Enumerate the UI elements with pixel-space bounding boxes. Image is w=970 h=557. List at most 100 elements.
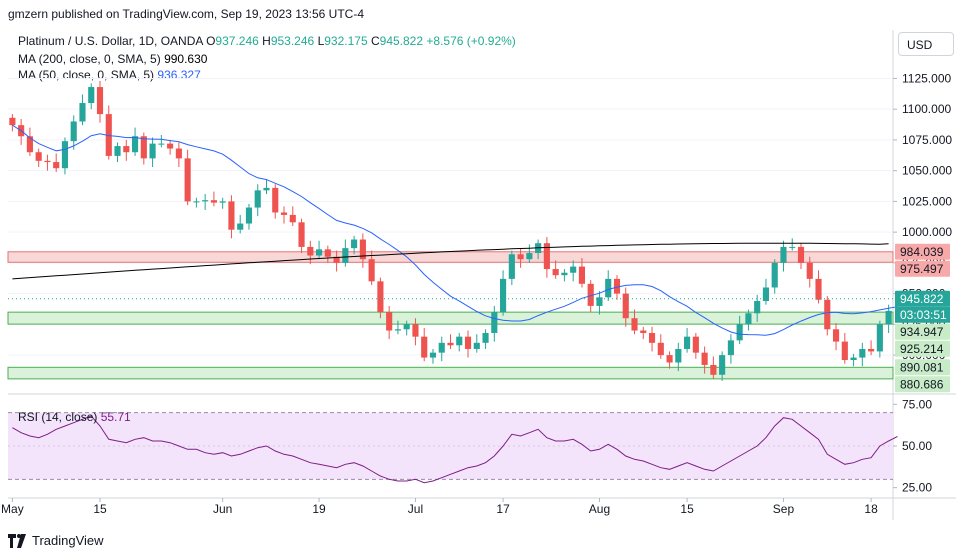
rsi-tick-label: 25.00 bbox=[902, 481, 932, 495]
rsi-value: 55.71 bbox=[100, 410, 131, 424]
level-label-bg bbox=[895, 376, 950, 393]
time-tick-label: 19 bbox=[312, 502, 326, 516]
zones bbox=[7, 251, 894, 380]
currency-button[interactable]: USD bbox=[898, 32, 954, 56]
candle-body bbox=[114, 146, 121, 156]
published-header: gmzern published on TradingView.com, Sep… bbox=[8, 7, 364, 21]
time-tick-label: Aug bbox=[589, 502, 610, 516]
candle-body bbox=[447, 342, 454, 346]
high-value: 953.246 bbox=[270, 34, 315, 48]
rsi-legend: RSI (14, close) 55.71 bbox=[18, 410, 131, 424]
candle-body bbox=[648, 332, 656, 343]
high-label: H bbox=[262, 34, 271, 48]
candle-body bbox=[175, 148, 182, 159]
countdown-label: 03:03:51 bbox=[900, 308, 947, 322]
change-value: +8.576 (+0.92%) bbox=[426, 34, 516, 48]
level-label-bg bbox=[895, 323, 950, 340]
price-tick-label: 1000.000 bbox=[902, 225, 952, 239]
support-zone bbox=[7, 311, 894, 325]
price-axis: 1125.000 1100.000 1075.000 1050.000 1025.000… bbox=[893, 71, 952, 393]
time-tick-label: 18 bbox=[864, 502, 878, 516]
candle-body bbox=[44, 160, 51, 163]
level-label: 984.039 bbox=[900, 245, 944, 259]
candle-body bbox=[386, 312, 393, 331]
symbol-name: Platinum / U.S. Dollar, 1D, OANDA bbox=[18, 34, 203, 48]
price-tick-label: 1050.000 bbox=[902, 164, 952, 178]
moving-averages bbox=[8, 124, 898, 336]
candle-body bbox=[429, 352, 437, 358]
candle-body bbox=[245, 207, 253, 224]
candle-body bbox=[105, 114, 112, 156]
candle-body bbox=[622, 293, 629, 319]
candle-body bbox=[377, 281, 384, 313]
price-tick-label: 1100.000 bbox=[902, 102, 951, 116]
countdown-label-bg bbox=[895, 306, 950, 323]
candle-body bbox=[491, 312, 498, 333]
candle-body bbox=[88, 87, 95, 104]
rsi-tick-label: 50.00 bbox=[902, 439, 932, 453]
support-zone-2 bbox=[7, 366, 894, 380]
candle-body bbox=[438, 342, 445, 353]
candle-body bbox=[850, 357, 857, 361]
candle-body bbox=[745, 313, 752, 325]
low-value: 932.175 bbox=[324, 34, 368, 48]
candle-body bbox=[806, 262, 813, 279]
price-tick-label: 1075.000 bbox=[902, 133, 952, 147]
symbol-legend: Platinum / U.S. Dollar, 1D, OANDA O937.2… bbox=[18, 34, 516, 48]
candle-body bbox=[263, 187, 270, 191]
candle-body bbox=[666, 355, 673, 363]
close-value: 945.822 bbox=[379, 34, 424, 48]
candle-body bbox=[771, 262, 778, 288]
candle-body bbox=[140, 136, 147, 159]
candle-body bbox=[657, 342, 664, 356]
open-value: 937.246 bbox=[215, 34, 259, 48]
rsi-band bbox=[8, 412, 893, 480]
time-tick-label: 17 bbox=[496, 502, 510, 516]
candle-body bbox=[280, 212, 288, 215]
candle-body bbox=[254, 190, 261, 208]
candle-body bbox=[351, 239, 358, 249]
candle-body bbox=[587, 283, 594, 306]
candle-body bbox=[70, 121, 77, 142]
candle-body bbox=[675, 348, 682, 363]
candle-body bbox=[640, 330, 647, 333]
candle-body bbox=[578, 266, 586, 284]
candle-body bbox=[298, 222, 305, 247]
candle-body bbox=[272, 187, 279, 213]
candle-body bbox=[762, 287, 770, 302]
time-tick-label: Jul bbox=[408, 502, 423, 516]
candle-body bbox=[841, 341, 848, 361]
time-tick-label: Sep bbox=[773, 502, 795, 516]
level-label: 934.947 bbox=[900, 325, 944, 339]
level-label-bg bbox=[895, 243, 950, 260]
candle-body bbox=[289, 214, 296, 223]
candle-body bbox=[701, 352, 708, 365]
candle-body bbox=[53, 162, 60, 169]
candle-body bbox=[184, 158, 191, 202]
candle-body bbox=[789, 246, 796, 248]
candle-body bbox=[9, 117, 16, 126]
rsi-tick-label: 75.00 bbox=[902, 397, 932, 411]
candle-body bbox=[482, 332, 489, 343]
candle-body bbox=[219, 201, 226, 203]
ma200-label: MA (200, close, 0, SMA, 5) bbox=[18, 52, 161, 66]
candle-body bbox=[526, 253, 533, 260]
candle-body bbox=[561, 272, 568, 276]
candle-body bbox=[859, 348, 866, 358]
candle-body bbox=[684, 336, 691, 349]
candle-body bbox=[876, 324, 883, 352]
candle-body bbox=[421, 336, 428, 358]
candle-body bbox=[131, 136, 139, 153]
candle-body bbox=[210, 200, 217, 203]
level-label-bg bbox=[895, 290, 950, 307]
level-label: 945.822 bbox=[900, 292, 944, 306]
level-label-bg bbox=[895, 340, 950, 357]
level-label: 975.497 bbox=[900, 262, 944, 276]
rsi-pane: 75.00 50.00 25.00 bbox=[8, 397, 932, 495]
level-label-bg bbox=[895, 260, 950, 277]
candle-body bbox=[202, 200, 209, 202]
candle-body bbox=[237, 223, 244, 230]
ma50-line bbox=[12, 124, 898, 336]
